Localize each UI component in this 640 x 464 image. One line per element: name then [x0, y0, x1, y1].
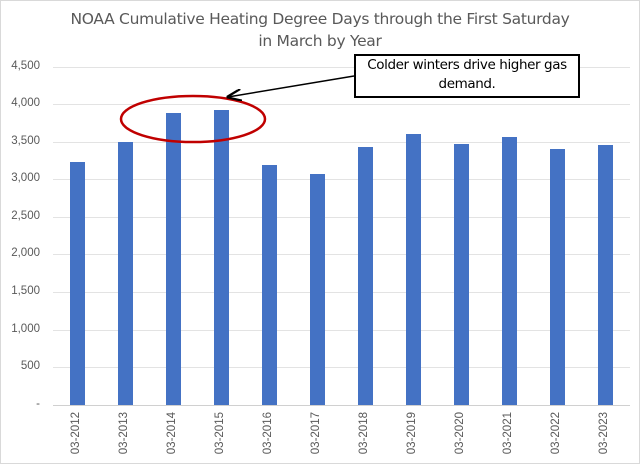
gridline [53, 179, 630, 181]
callout-box: Colder winters drive higher gas demand. [354, 54, 580, 98]
gridline [53, 292, 630, 294]
bar-03-2014 [166, 112, 181, 405]
callout-text-line-2: demand. [438, 76, 496, 92]
callout-arrow [228, 75, 355, 97]
callout-text-line-1: Colder winters drive higher gas [367, 57, 567, 73]
y-tick-label: 4,000 [11, 97, 40, 110]
y-tick-label: 3,000 [11, 172, 40, 185]
chart-title-line-1: NOAA Cumulative Heating Degree Days thro… [70, 10, 570, 28]
gridline [53, 329, 630, 331]
gridline [53, 104, 630, 106]
highlight-ellipse [119, 94, 267, 144]
bar-03-2015 [214, 110, 229, 405]
bar-03-2021 [502, 136, 517, 405]
bar-03-2016 [262, 165, 277, 405]
bar-03-2023 [598, 145, 613, 405]
x-axis-line [53, 404, 630, 406]
bar-03-2017 [310, 174, 325, 405]
chart-title-line-2: in March by Year [258, 32, 382, 50]
bar-03-2022 [550, 149, 565, 405]
y-tick-label: 1,500 [11, 285, 40, 298]
bar-03-2012 [70, 161, 85, 405]
bar-03-2019 [406, 134, 421, 405]
y-tick-label: - [36, 397, 40, 410]
gridline [53, 141, 630, 143]
gridline [53, 367, 630, 369]
y-tick-label: 2,000 [11, 247, 40, 260]
y-tick-label: 4,500 [11, 59, 40, 72]
chart-title: NOAA Cumulative Heating Degree Days thro… [0, 8, 640, 52]
y-tick-label: 2,500 [11, 209, 40, 222]
bar-03-2020 [454, 144, 469, 405]
gridline [53, 66, 630, 68]
gridline [53, 254, 630, 256]
bar-03-2018 [358, 146, 373, 405]
bar-03-2013 [118, 141, 133, 405]
gridline [53, 216, 630, 218]
y-tick-label: 3,500 [11, 134, 40, 147]
y-tick-label: 1,000 [11, 322, 40, 335]
y-tick-label: 500 [20, 360, 40, 373]
